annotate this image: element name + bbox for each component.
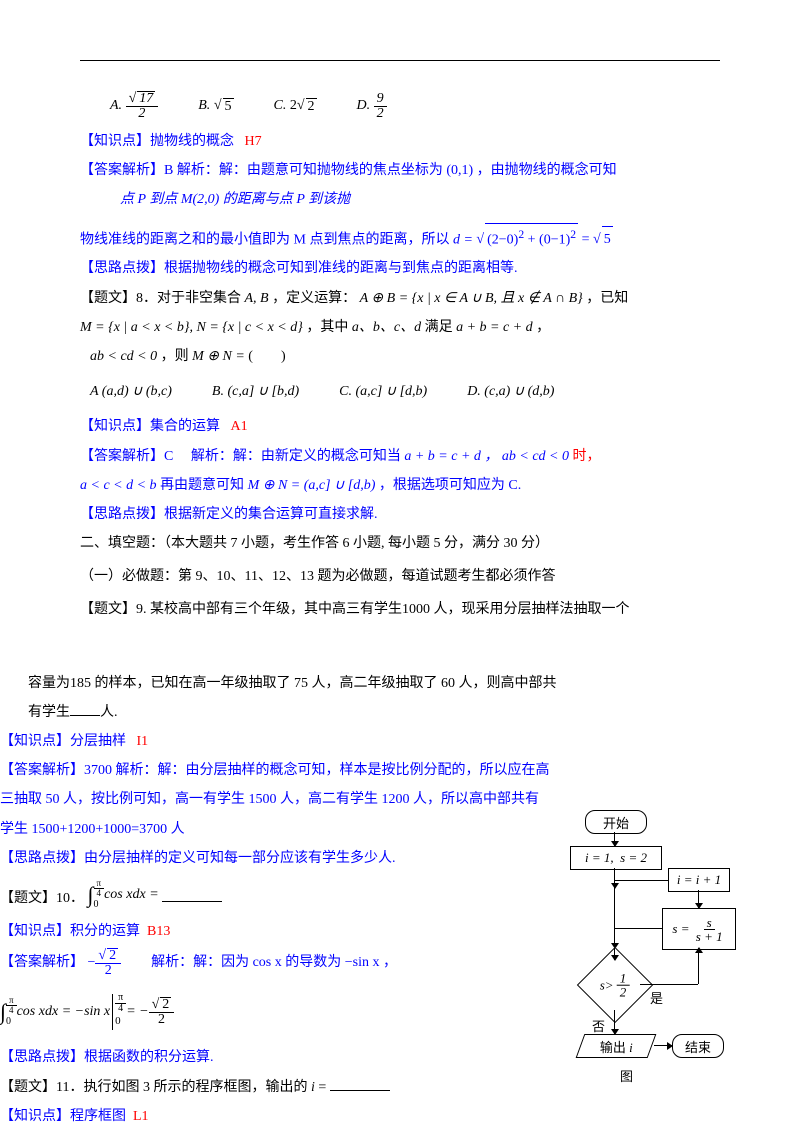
top-rule: [80, 60, 720, 61]
fc-update: s = ss + 1: [662, 908, 736, 950]
flowchart: 开始 i = 1, s = 2 i = i + 1 s = ss + 1 s >…: [540, 810, 730, 1110]
document-page: A. √172 B. √5 C. 2√2 D. 92 【知识点】抛物线的概念 H…: [0, 0, 800, 667]
q8-opt-c: C. (a,c] ∪ [d,b): [339, 379, 427, 404]
q8-stem2: M = {x | a < x < b}, N = {x | c < x < d}…: [80, 315, 720, 340]
opt-c: C. 2√2: [274, 98, 317, 115]
q8-stem3: ab < cd < 0 ，则 M ⊕ N = ( ): [80, 344, 720, 369]
fc-end: 结束: [672, 1034, 724, 1058]
fc-start: 开始: [585, 810, 647, 834]
q8-opt-b: B. (c,a] ∪ [b,d): [212, 379, 299, 404]
section-header: 二、填空题：（本大题共 7 小题，考生作答 6 小题, 每小题 5 分，满分 3…: [80, 531, 720, 556]
q7-knowledge: 【知识点】抛物线的概念 H7: [80, 129, 720, 154]
q7-answer-line1: 【答案解析】B 解析：解：由题意可知抛物线的焦点坐标为 (0,1) ，由抛物线的…: [80, 158, 720, 183]
q8-hint: 【思路点拨】根据新定义的集合运算可直接求解.: [80, 502, 720, 527]
q7-answer-line2: 点 P 到点 M(2,0) 的距离与点 P 到该抛: [80, 187, 720, 212]
q8-ans1: 【答案解析】C 解析：解：由新定义的概念可知当 a + b = c + d ， …: [80, 444, 720, 469]
q7-answer-line3: 物线准线的距离之和的最小值即为 M 点到焦点的距离，所以 d = √(2−0)2…: [80, 223, 720, 253]
q9-ans1: 【答案解析】3700 解析：解：由分层抽样的概念可知，样本是按比例分配的，所以应…: [0, 758, 800, 783]
fc-inc: i = i + 1: [668, 868, 730, 892]
fc-output: 输出 i: [576, 1034, 657, 1058]
q8-stem1: 【题文】8．对于非空集合 A, B ，定义运算： A ⊕ B = {x | x …: [80, 286, 720, 311]
fc-yes: 是: [650, 988, 663, 1007]
opt-d: D. 92: [357, 92, 387, 121]
q8-opt-a: A (a,d) ∪ (b,c): [90, 379, 172, 404]
q8-options: A (a,d) ∪ (b,c) B. (c,a] ∪ [b,d) C. (a,c…: [90, 379, 720, 404]
q8-ans2: a < c < d < b 再由题意可知 M ⊕ N = (a,c] ∪ [d,…: [80, 473, 720, 498]
q8-opt-d: D. (c,a) ∪ (d,b): [467, 379, 554, 404]
opt-b: B. √5: [198, 98, 233, 115]
q8-knowledge: 【知识点】集合的运算 A1: [80, 414, 720, 439]
fc-init: i = 1, s = 2: [570, 846, 662, 870]
q9-knowledge: 【知识点】分层抽样 I1: [0, 729, 800, 754]
fc-no: 否: [592, 1016, 605, 1035]
must-do: （一）必做题：第 9、10、11、12、13 题为必做题，每道试题考生都必须作答: [80, 564, 720, 589]
q7-hint: 【思路点拨】根据抛物线的概念可知到准线的距离与到焦点的距离相等.: [80, 256, 720, 281]
opt-a: A. √172: [110, 91, 158, 121]
q9-stem2: 容量为185 的样本，已知在高一年级抽取了 75 人，高二年级抽取了 60 人，…: [0, 671, 800, 696]
fc-caption: 图: [620, 1066, 633, 1085]
q9-stem3: 有学生人.: [0, 700, 800, 725]
q7-options: A. √172 B. √5 C. 2√2 D. 92: [110, 91, 720, 121]
q9-stem1: 【题文】9. 某校高中部有三个年级，其中高三有学生1000 人，现采用分层抽样法…: [80, 597, 720, 622]
q9-ans2: 三抽取 50 人，按比例可知，高一有学生 1500 人，高二有学生 1200 人…: [0, 787, 800, 812]
